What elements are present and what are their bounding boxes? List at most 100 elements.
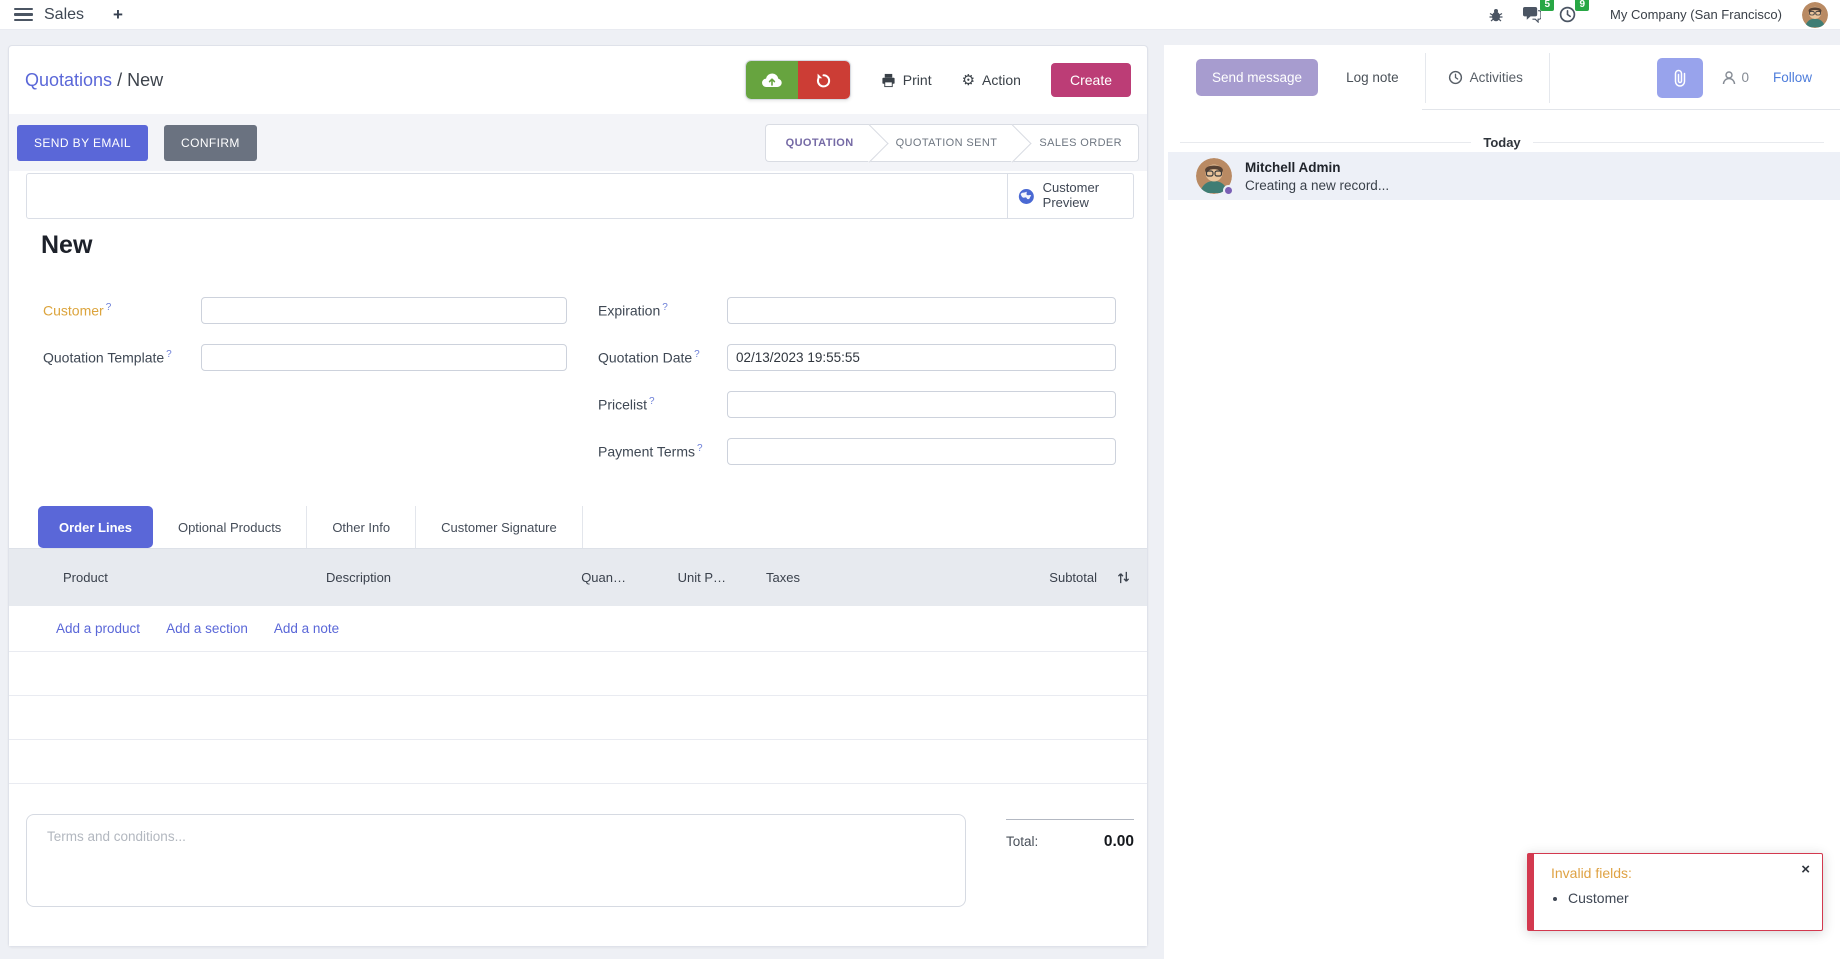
printer-icon	[882, 73, 895, 87]
person-icon	[1723, 70, 1736, 84]
breadcrumb-current: New	[127, 69, 164, 90]
order-lines-header-row: Product Description Quan… Unit P… Taxes …	[9, 549, 1147, 606]
online-status-dot	[1223, 185, 1234, 196]
divider	[1548, 52, 1550, 103]
apps-menu-icon[interactable]	[14, 7, 33, 22]
customer-preview-label: Customer Preview	[1042, 180, 1100, 210]
quotation-date-field-label: Quotation Date?	[598, 349, 700, 366]
clock-icon	[1448, 70, 1462, 85]
column-product: Product	[63, 570, 108, 585]
top-navbar: Sales + 5 9 My Company (San Francisco)	[0, 0, 1840, 30]
breadcrumb-separator: /	[117, 69, 123, 90]
message-body: Creating a new record...	[1245, 177, 1390, 193]
status-step-quotation-sent[interactable]: QUOTATION SENT	[869, 123, 1014, 162]
quotation-date-input[interactable]	[727, 344, 1116, 371]
chatter-panel: Send message Log note Activities 0 Follo…	[1164, 45, 1840, 959]
globe-icon	[1018, 188, 1034, 204]
messages-badge: 5	[1540, 0, 1555, 11]
create-button[interactable]: Create	[1050, 63, 1131, 97]
message-avatar	[1196, 158, 1234, 196]
chatter-topbar: Send message Log note Activities 0 Follo…	[1164, 45, 1840, 110]
tab-other-info[interactable]: Other Info	[307, 506, 417, 548]
paperclip-icon	[1675, 69, 1686, 87]
optional-columns-toggle[interactable]	[1097, 570, 1147, 585]
control-panel: Quotations / New	[9, 46, 1147, 114]
toast-title: Invalid fields:	[1551, 865, 1632, 881]
activities-label: Activities	[1469, 70, 1523, 85]
add-a-section-link[interactable]: Add a section	[166, 621, 248, 636]
invalid-field-item: Customer	[1568, 890, 1808, 906]
invalid-fields-toast: Invalid fields: × Customer	[1527, 853, 1823, 931]
breadcrumb: Quotations / New	[25, 70, 163, 91]
quotation-template-field-label: Quotation Template?	[43, 349, 172, 366]
chatter-message: Mitchell Admin Creating a new record...	[1168, 152, 1840, 200]
send-by-email-button[interactable]: SEND BY EMAIL	[17, 124, 149, 161]
customer-preview-button[interactable]: Customer Preview	[1007, 174, 1133, 218]
record-title: New	[41, 231, 93, 259]
discard-button[interactable]	[797, 61, 850, 99]
payment-terms-field-label: Payment Terms?	[598, 443, 703, 460]
user-avatar[interactable]	[1802, 1, 1828, 28]
help-icon: ?	[649, 396, 655, 407]
help-icon: ?	[662, 302, 668, 313]
column-description: Description	[326, 570, 392, 585]
followers-button[interactable]: 0	[1721, 70, 1749, 86]
column-subtotal: Subtotal	[1049, 570, 1097, 585]
status-step-quotation[interactable]: QUOTATION	[764, 123, 870, 162]
add-a-product-link[interactable]: Add a product	[56, 621, 141, 636]
empty-table-row	[9, 652, 1147, 696]
log-note-button[interactable]: Log note	[1346, 70, 1399, 85]
column-taxes: Taxes	[766, 570, 800, 585]
help-icon: ?	[166, 349, 172, 360]
activities-menu[interactable]: 9	[1557, 0, 1590, 25]
order-lines-add-row: Add a product Add a section Add a note	[9, 606, 1147, 652]
bug-icon	[1489, 8, 1503, 21]
customer-input[interactable]	[201, 297, 567, 324]
total-label: Total:	[1006, 834, 1039, 849]
add-a-note-link[interactable]: Add a note	[273, 621, 340, 636]
help-icon: ?	[105, 302, 112, 313]
breadcrumb-quotations-link[interactable]: Quotations	[25, 69, 113, 90]
activities-badge: 9	[1575, 0, 1590, 11]
chat-bubble-icon	[1523, 6, 1542, 23]
print-button[interactable]: Print	[881, 72, 932, 88]
totals-section: Total: 0.00	[1006, 819, 1134, 851]
messages-menu[interactable]: 5	[1520, 0, 1555, 25]
user-avatar-image	[1802, 1, 1828, 28]
payment-terms-input[interactable]	[727, 438, 1116, 465]
app-name-menu[interactable]: Sales	[44, 5, 85, 23]
quotation-template-input[interactable]	[201, 344, 567, 371]
action-button[interactable]: ⚙ Action	[962, 72, 1021, 88]
pricelist-input[interactable]	[727, 391, 1116, 418]
tab-customer-signature[interactable]: Customer Signature	[416, 506, 583, 548]
debug-bug-icon[interactable]	[1486, 5, 1506, 25]
divider	[1422, 109, 1840, 110]
button-box: Customer Preview	[26, 173, 1134, 219]
empty-table-row	[9, 696, 1147, 740]
save-button[interactable]	[745, 61, 798, 99]
divider	[1424, 52, 1426, 103]
status-step-sales-order[interactable]: SALES ORDER	[1013, 123, 1139, 162]
plus-icon[interactable]: +	[113, 4, 123, 24]
expiration-field-label: Expiration?	[598, 302, 668, 319]
follow-button[interactable]: Follow	[1772, 70, 1812, 85]
attach-files-button[interactable]	[1657, 57, 1704, 98]
company-switcher[interactable]: My Company (San Francisco)	[1610, 7, 1782, 22]
confirm-button[interactable]: CONFIRM	[164, 124, 257, 161]
help-icon: ?	[694, 349, 700, 360]
date-separator: Today	[1180, 135, 1824, 150]
column-quantity: Quan…	[581, 570, 626, 585]
terms-and-conditions-input[interactable]	[26, 814, 966, 907]
column-sliders-icon	[1117, 571, 1130, 584]
close-icon[interactable]: ×	[1801, 861, 1810, 878]
tab-optional-products[interactable]: Optional Products	[153, 506, 308, 548]
help-icon: ?	[697, 443, 703, 454]
expiration-input[interactable]	[727, 297, 1116, 324]
form-view-card: Quotations / New	[8, 45, 1148, 947]
save-discard-group	[744, 60, 851, 100]
clock-icon	[1559, 6, 1576, 23]
send-message-button[interactable]: Send message	[1196, 59, 1319, 96]
gear-icon: ⚙	[961, 70, 976, 89]
schedule-activity-button[interactable]: Activities	[1448, 70, 1523, 85]
tab-order-lines[interactable]: Order Lines	[38, 506, 153, 548]
